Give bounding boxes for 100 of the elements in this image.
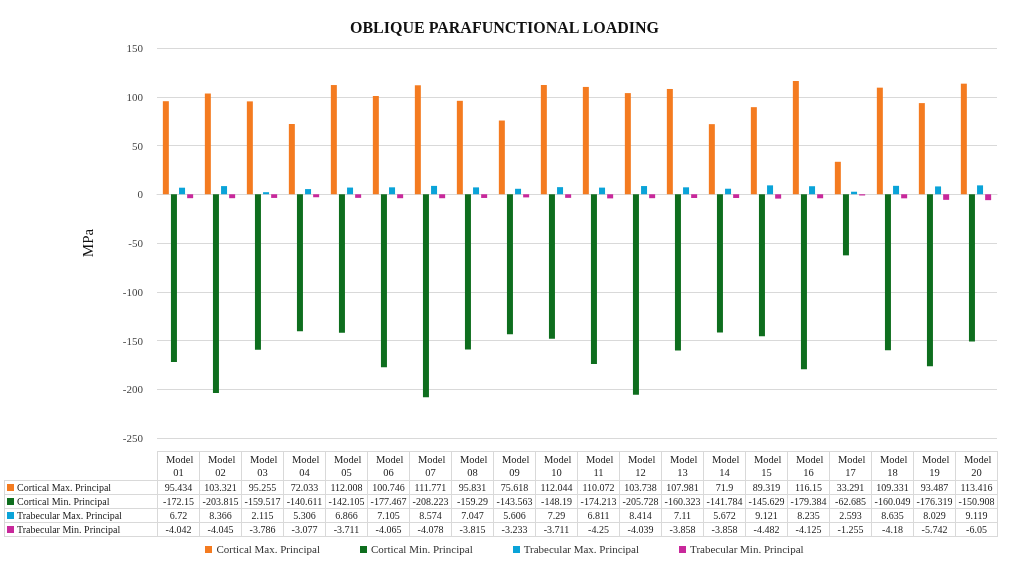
x-tick-label: Model 20 — [955, 451, 998, 481]
bar — [960, 83, 967, 195]
bar — [557, 187, 564, 195]
bar — [884, 194, 891, 351]
legend-label: Trabecular Max. Principal — [4, 508, 158, 523]
bar — [439, 194, 446, 199]
bar — [414, 85, 421, 195]
data-label: -4.18 — [871, 522, 914, 537]
data-label: 8.366 — [199, 508, 242, 523]
data-label: 8.029 — [913, 508, 956, 523]
bar — [464, 194, 471, 350]
bar — [347, 187, 354, 195]
x-tick-label: Model 05 — [325, 451, 368, 481]
data-label: 7.11 — [661, 508, 704, 523]
data-label: 110.072 — [577, 480, 620, 495]
data-label: 72.033 — [283, 480, 326, 495]
x-tick-label: Model 09 — [493, 451, 536, 481]
bar — [271, 194, 278, 198]
bar — [548, 194, 555, 339]
bar — [893, 185, 900, 195]
bar — [229, 194, 236, 199]
text: Trabecular Max. Principal — [523, 543, 640, 555]
x-tick-label: Model 16 — [787, 451, 830, 481]
data-label: 93.487 — [913, 480, 956, 495]
data-label: -203.815 — [199, 494, 242, 509]
y-tick-label: -100 — [122, 285, 144, 298]
data-label: 2.593 — [829, 508, 872, 523]
bar — [775, 194, 782, 199]
x-tick-label: Model 15 — [745, 451, 788, 481]
bar — [246, 101, 253, 195]
data-label: -4.042 — [157, 522, 200, 537]
bar — [590, 194, 597, 365]
data-label: -141.784 — [703, 494, 746, 509]
x-tick-label: Model 13 — [661, 451, 704, 481]
bar — [683, 187, 690, 195]
data-label: -160.323 — [661, 494, 704, 509]
bar — [817, 194, 824, 199]
x-tick-label: Model 10 — [535, 451, 578, 481]
bar — [641, 186, 648, 195]
data-label: -1.255 — [829, 522, 872, 537]
bar — [187, 194, 194, 199]
y-axis-title: MPa — [79, 228, 96, 258]
data-label: -4.045 — [199, 522, 242, 537]
bar — [926, 194, 933, 367]
data-label: 111.771 — [409, 480, 452, 495]
data-label: 6.72 — [157, 508, 200, 523]
data-label: 8.635 — [871, 508, 914, 523]
data-label: 6.811 — [577, 508, 620, 523]
data-label: -4.482 — [745, 522, 788, 537]
data-label: 109.331 — [871, 480, 914, 495]
bar — [372, 96, 379, 195]
bar — [473, 187, 480, 195]
legend-label: Trabecular Min. Principal — [4, 522, 158, 537]
bar — [204, 93, 211, 195]
data-label: -174.213 — [577, 494, 620, 509]
data-label: -4.065 — [367, 522, 410, 537]
x-tick-label: Model 03 — [241, 451, 284, 481]
data-label: 100.746 — [367, 480, 410, 495]
data-label: 75.618 — [493, 480, 536, 495]
data-label: -177.467 — [367, 494, 410, 509]
data-label: -6.05 — [955, 522, 998, 537]
data-label: -3.858 — [703, 522, 746, 537]
y-tick-label: 100 — [126, 90, 144, 103]
x-tick-label: Model 18 — [871, 451, 914, 481]
data-label: -4.25 — [577, 522, 620, 537]
bar — [985, 194, 992, 201]
bar — [708, 124, 715, 195]
data-label: -4.078 — [409, 522, 452, 537]
legend-label: Cortical Min. Principal — [4, 494, 158, 509]
bar — [800, 194, 807, 370]
data-label: -148.19 — [535, 494, 578, 509]
bar — [481, 194, 488, 198]
y-tick-label: 150 — [126, 42, 144, 54]
text: Trabecular Min. Principal — [690, 543, 804, 555]
text: Cortical Max. Principal — [216, 543, 320, 555]
bar — [338, 194, 345, 333]
data-label: 8.414 — [619, 508, 662, 523]
data-label: 95.831 — [451, 480, 494, 495]
bar — [456, 100, 463, 195]
bar — [498, 120, 505, 195]
data-label: 103.321 — [199, 480, 242, 495]
bar — [313, 194, 320, 198]
text: Cortical Min. Principal — [370, 543, 473, 555]
bar — [263, 192, 270, 195]
data-label: -5.742 — [913, 522, 956, 537]
bar — [842, 194, 849, 256]
data-label: -208.223 — [409, 494, 452, 509]
bar — [691, 194, 698, 199]
bar — [523, 194, 530, 198]
bar — [540, 85, 547, 195]
legend-label: Cortical Max. Principal — [4, 480, 158, 495]
bar — [733, 194, 740, 199]
data-label: -3.233 — [493, 522, 536, 537]
data-label: -4.039 — [619, 522, 662, 537]
data-label: 7.29 — [535, 508, 578, 523]
data-label: 95.255 — [241, 480, 284, 495]
bar — [716, 194, 723, 333]
data-label: -4.125 — [787, 522, 830, 537]
data-label: 103.738 — [619, 480, 662, 495]
data-label: 7.047 — [451, 508, 494, 523]
